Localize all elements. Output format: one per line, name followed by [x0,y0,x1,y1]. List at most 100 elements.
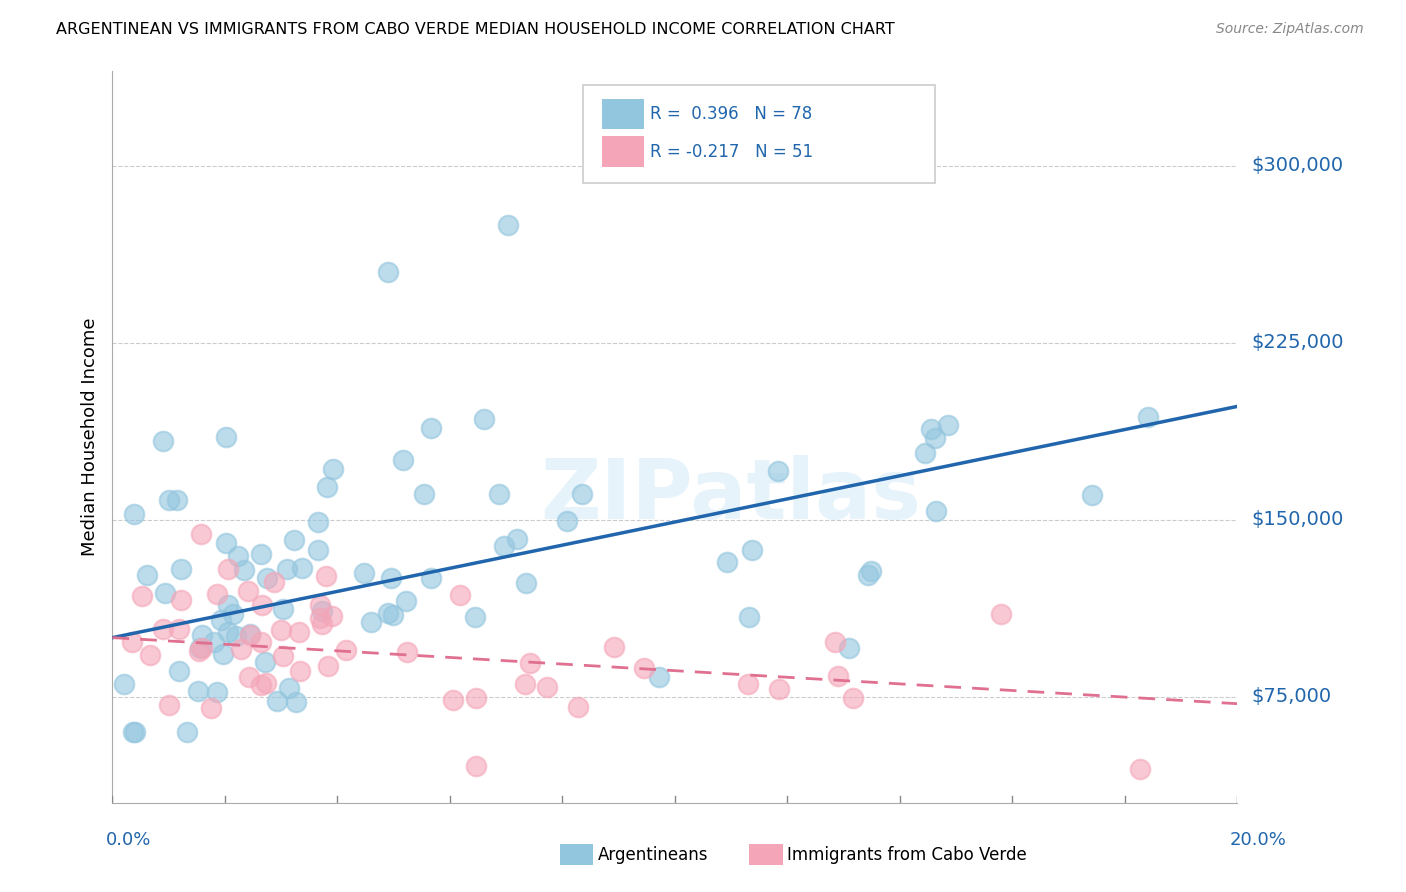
Point [360,615,382,630]
Point [824,635,846,649]
Point [238,584,260,599]
Point [472,412,495,426]
Point [412,487,434,501]
Text: ARGENTINEAN VS IMMIGRANTS FROM CABO VERDE MEDIAN HOUSEHOLD INCOME CORRELATION CH: ARGENTINEAN VS IMMIGRANTS FROM CABO VERD… [56,22,896,37]
Point [766,464,789,478]
Point [239,628,262,642]
Point [254,676,277,690]
Point [914,446,936,460]
Point [205,587,228,601]
Point [207,685,229,699]
Point [167,622,190,636]
Point [335,642,357,657]
Point [191,640,214,655]
Point [250,598,273,612]
Point [768,682,790,697]
Point [603,640,626,655]
Point [188,640,211,655]
Point [167,664,190,678]
Point [309,598,332,612]
Point [238,670,260,684]
Point [377,606,399,620]
Point [1081,488,1104,502]
Point [225,628,247,642]
Point [228,549,250,564]
Text: Source: ZipAtlas.com: Source: ZipAtlas.com [1216,22,1364,37]
Point [250,678,273,692]
Point [311,604,333,618]
Point [419,421,441,435]
Point [121,635,143,649]
Point [232,564,254,578]
Point [464,609,486,624]
Point [859,564,882,578]
Point [188,644,211,658]
Point [256,571,278,585]
Point [152,434,174,448]
Point [170,562,193,576]
Point [380,572,402,586]
Point [464,691,486,706]
Point [283,533,305,547]
Point [925,504,948,518]
Point [353,566,375,580]
Point [176,725,198,739]
Point [420,571,443,585]
Text: $300,000: $300,000 [1251,156,1343,175]
Point [249,635,271,649]
Point [449,588,471,602]
Point [266,694,288,708]
Point [200,701,222,715]
Point [170,593,193,607]
Point [131,589,153,603]
Text: 20.0%: 20.0% [1230,831,1286,849]
Point [990,607,1012,621]
Point [291,561,314,575]
Text: Immigrants from Cabo Verde: Immigrants from Cabo Verde [787,846,1028,863]
Point [842,690,865,705]
Point [271,602,294,616]
Point [321,608,343,623]
Point [190,526,212,541]
Point [271,648,294,663]
Point [278,681,301,695]
Point [494,539,516,553]
Point [270,623,292,637]
Point [519,656,541,670]
Point [239,627,262,641]
Text: Argentineans: Argentineans [598,846,709,863]
Text: $75,000: $75,000 [1251,687,1331,706]
Point [217,598,239,612]
Point [381,608,404,623]
Point [139,648,162,662]
Text: R = -0.217   N = 51: R = -0.217 N = 51 [650,143,813,161]
Point [315,569,337,583]
Point [263,574,285,589]
Point [377,265,399,279]
Point [741,543,763,558]
Point [737,610,759,624]
Point [633,661,655,675]
Point [1137,410,1160,425]
Point [136,567,159,582]
Point [285,695,308,709]
Point [311,616,333,631]
Point [464,759,486,773]
Point [506,533,529,547]
Point [288,664,311,678]
Y-axis label: Median Household Income: Median Household Income [80,318,98,557]
Point [222,607,245,621]
Point [250,548,273,562]
Point [276,562,298,576]
Point [209,613,232,627]
Point [1129,762,1152,776]
Point [395,645,418,659]
Point [920,422,942,436]
Point [567,700,589,714]
Point [515,575,537,590]
Point [288,624,311,639]
Text: $150,000: $150,000 [1251,510,1344,529]
Point [837,640,859,655]
Point [211,647,233,661]
Point [737,677,759,691]
